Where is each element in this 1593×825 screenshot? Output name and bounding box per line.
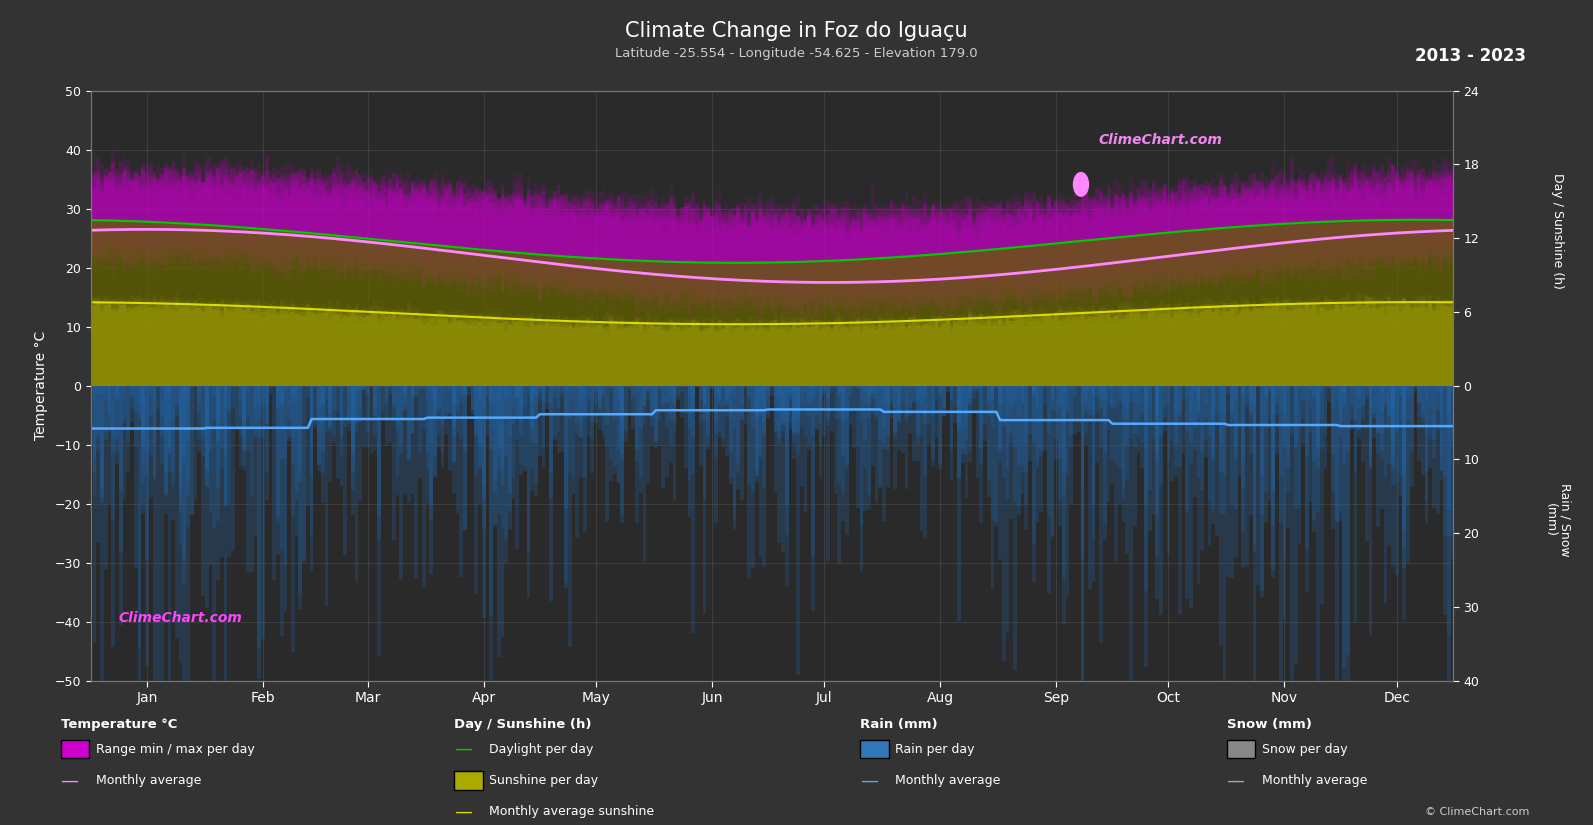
Text: Sunshine per day: Sunshine per day [489,774,599,787]
Text: Climate Change in Foz do Iguaçu: Climate Change in Foz do Iguaçu [624,21,969,40]
Text: —: — [454,740,472,758]
Text: Day / Sunshine (h): Day / Sunshine (h) [454,718,591,731]
Text: —: — [454,803,472,821]
Text: Monthly average: Monthly average [895,774,1000,787]
Text: ClimeChart.com: ClimeChart.com [118,610,242,625]
Text: Snow (mm): Snow (mm) [1227,718,1311,731]
Text: Temperature °C: Temperature °C [61,718,177,731]
Text: Day / Sunshine (h): Day / Sunshine (h) [1552,173,1564,289]
Text: Snow per day: Snow per day [1262,742,1348,756]
Text: Range min / max per day: Range min / max per day [96,742,255,756]
Text: Monthly average sunshine: Monthly average sunshine [489,805,655,818]
Text: Monthly average: Monthly average [1262,774,1367,787]
Circle shape [1074,172,1088,196]
Text: —: — [860,771,878,790]
Text: Monthly average: Monthly average [96,774,201,787]
Y-axis label: Temperature °C: Temperature °C [33,331,48,441]
Text: Rain (mm): Rain (mm) [860,718,938,731]
Text: Rain per day: Rain per day [895,742,975,756]
Text: Daylight per day: Daylight per day [489,742,594,756]
Text: Rain / Snow
(mm): Rain / Snow (mm) [1544,483,1572,557]
Text: —: — [1227,771,1244,790]
Text: © ClimeChart.com: © ClimeChart.com [1424,807,1529,817]
Text: Latitude -25.554 - Longitude -54.625 - Elevation 179.0: Latitude -25.554 - Longitude -54.625 - E… [615,47,978,60]
Text: ClimeChart.com: ClimeChart.com [1099,133,1222,147]
Text: 2013 - 2023: 2013 - 2023 [1415,47,1526,65]
Text: —: — [61,771,78,790]
